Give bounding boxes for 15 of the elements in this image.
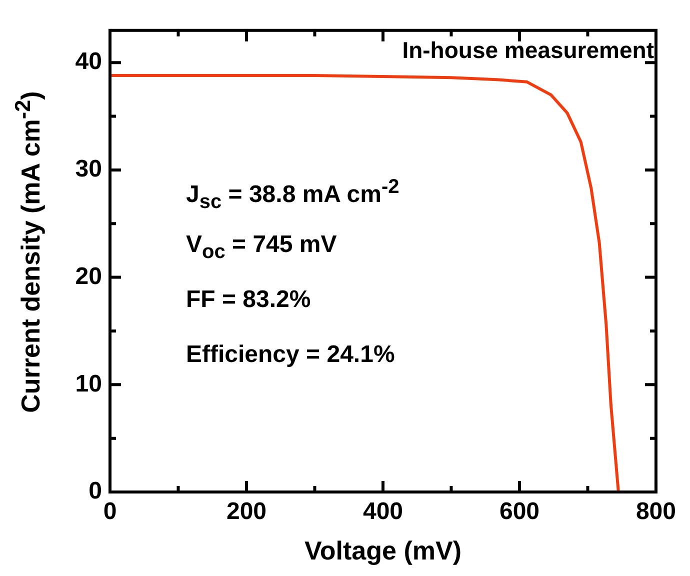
y-tick-label: 0 <box>88 478 102 505</box>
x-axis-title: Voltage (mV) <box>304 536 462 566</box>
y-tick-label: 40 <box>75 48 102 76</box>
annotation: J$_{sc}$ = 38.8 mA cm$^{-2}$ <box>186 176 400 214</box>
y-tick-label: 10 <box>75 370 102 398</box>
x-tick-label: 400 <box>362 498 404 526</box>
annotation: FF = 83.2% <box>186 286 311 314</box>
x-tick-label: 800 <box>636 498 676 526</box>
annotation: V$_{oc}$ = 745 mV <box>186 231 337 264</box>
x-tick-label: 200 <box>226 498 267 526</box>
annotation: In-house measurement <box>402 37 654 64</box>
x-tick-label: 600 <box>499 498 540 526</box>
y-tick-label: 30 <box>75 156 102 183</box>
annotation: Efficiency = 24.1% <box>186 341 395 369</box>
y-tick-label: 20 <box>75 262 102 290</box>
